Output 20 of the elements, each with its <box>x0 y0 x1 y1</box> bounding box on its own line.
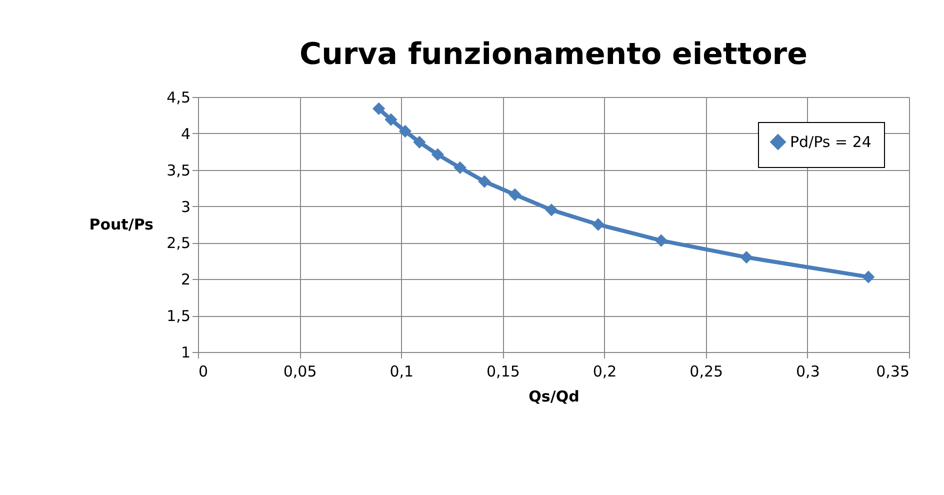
chart-title: Curva funzionamento eiettore <box>300 37 808 72</box>
x-tick-label: 0,2 <box>592 362 617 380</box>
y-tick-label: 3 <box>180 198 190 216</box>
x-tick-label: 0,15 <box>486 362 520 380</box>
y-tick-label: 1 <box>180 344 190 362</box>
y-tick-label: 4,5 <box>166 88 190 106</box>
y-tick-label: 1,5 <box>166 307 190 326</box>
x-tick-label: 0,35 <box>876 362 910 380</box>
legend-label: Pd/Ps = 24 <box>790 133 872 151</box>
y-tick-label: 2,5 <box>166 234 190 252</box>
x-tick-label: 0,25 <box>690 362 724 380</box>
y-tick-label: 3,5 <box>166 161 190 180</box>
x-tick-label: 0,1 <box>390 362 414 380</box>
y-axis-title: Pout/Ps <box>89 216 154 234</box>
x-tick-label: 0 <box>198 362 208 380</box>
y-tick-label: 2 <box>180 270 190 289</box>
x-tick-label: 0,3 <box>796 362 820 380</box>
x-tick-label: 0,05 <box>283 362 317 380</box>
y-tick-label: 4 <box>180 124 190 143</box>
x-axis-title: Qs/Qd <box>528 388 580 406</box>
